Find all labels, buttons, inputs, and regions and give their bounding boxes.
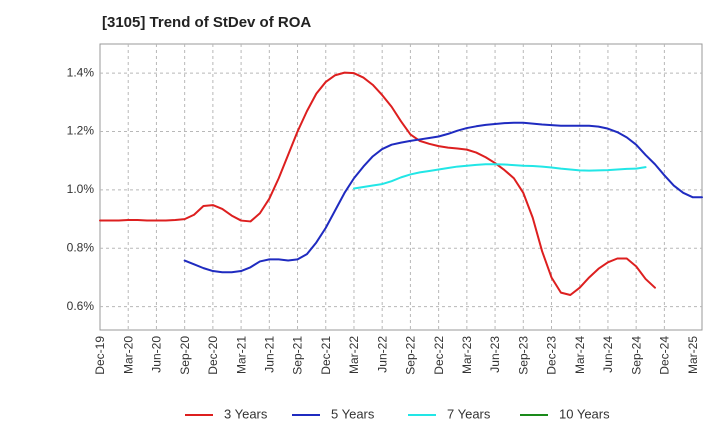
x-tick-label: Dec-20 xyxy=(206,336,220,375)
x-tick-label: Mar-23 xyxy=(460,336,474,374)
x-tick-label: Sep-20 xyxy=(178,336,192,375)
grid xyxy=(99,43,703,331)
legend: 3 Years 5 Years 7 Years 10 Years xyxy=(185,406,610,421)
legend-label: 5 Years xyxy=(331,406,375,421)
x-tick-label: Sep-21 xyxy=(291,336,305,375)
legend-label: 10 Years xyxy=(559,406,610,421)
series-line-0 xyxy=(99,71,656,296)
x-tick-label: Sep-24 xyxy=(629,336,643,375)
x-tick-label: Sep-23 xyxy=(516,336,530,375)
plot-frame xyxy=(99,43,703,331)
chart-title: [3105] Trend of StDev of ROA xyxy=(102,14,311,31)
y-tick-label: 1.2% xyxy=(67,124,95,138)
x-tick-label: Mar-24 xyxy=(573,336,587,374)
series-line-2 xyxy=(352,163,647,190)
x-tick-label: Mar-20 xyxy=(121,336,135,374)
x-tick-label: Dec-19 xyxy=(93,336,107,375)
x-tick-label: Dec-24 xyxy=(658,336,672,375)
y-tick-label: 0.8% xyxy=(67,240,95,254)
x-tick-label: Mar-25 xyxy=(686,336,700,374)
x-tick-label: Mar-21 xyxy=(234,336,248,374)
x-tick-label: Mar-22 xyxy=(347,336,361,374)
x-tick-label: Jun-21 xyxy=(262,336,276,373)
series-lines xyxy=(99,71,703,296)
series-line-1 xyxy=(183,121,703,274)
y-tick-label: 1.0% xyxy=(67,182,95,196)
x-tick-label: Dec-23 xyxy=(545,336,559,375)
x-tick-label: Jun-24 xyxy=(601,336,615,373)
x-tick-label: Sep-22 xyxy=(404,336,418,375)
legend-label: 3 Years xyxy=(224,406,268,421)
x-tick-label: Jun-22 xyxy=(375,336,389,373)
axes: Dec-19 Mar-20 Jun-20 Sep-20 Dec-20 Mar-21 Jun-… xyxy=(67,65,700,374)
x-tick-label: Dec-21 xyxy=(319,336,333,375)
y-tick-label: 0.6% xyxy=(67,299,95,313)
x-tick-label: Jun-20 xyxy=(150,336,164,373)
y-tick-label: 1.4% xyxy=(67,65,95,79)
legend-label: 7 Years xyxy=(447,406,491,421)
x-tick-label: Jun-23 xyxy=(488,336,502,373)
x-tick-label: Dec-22 xyxy=(432,336,446,375)
